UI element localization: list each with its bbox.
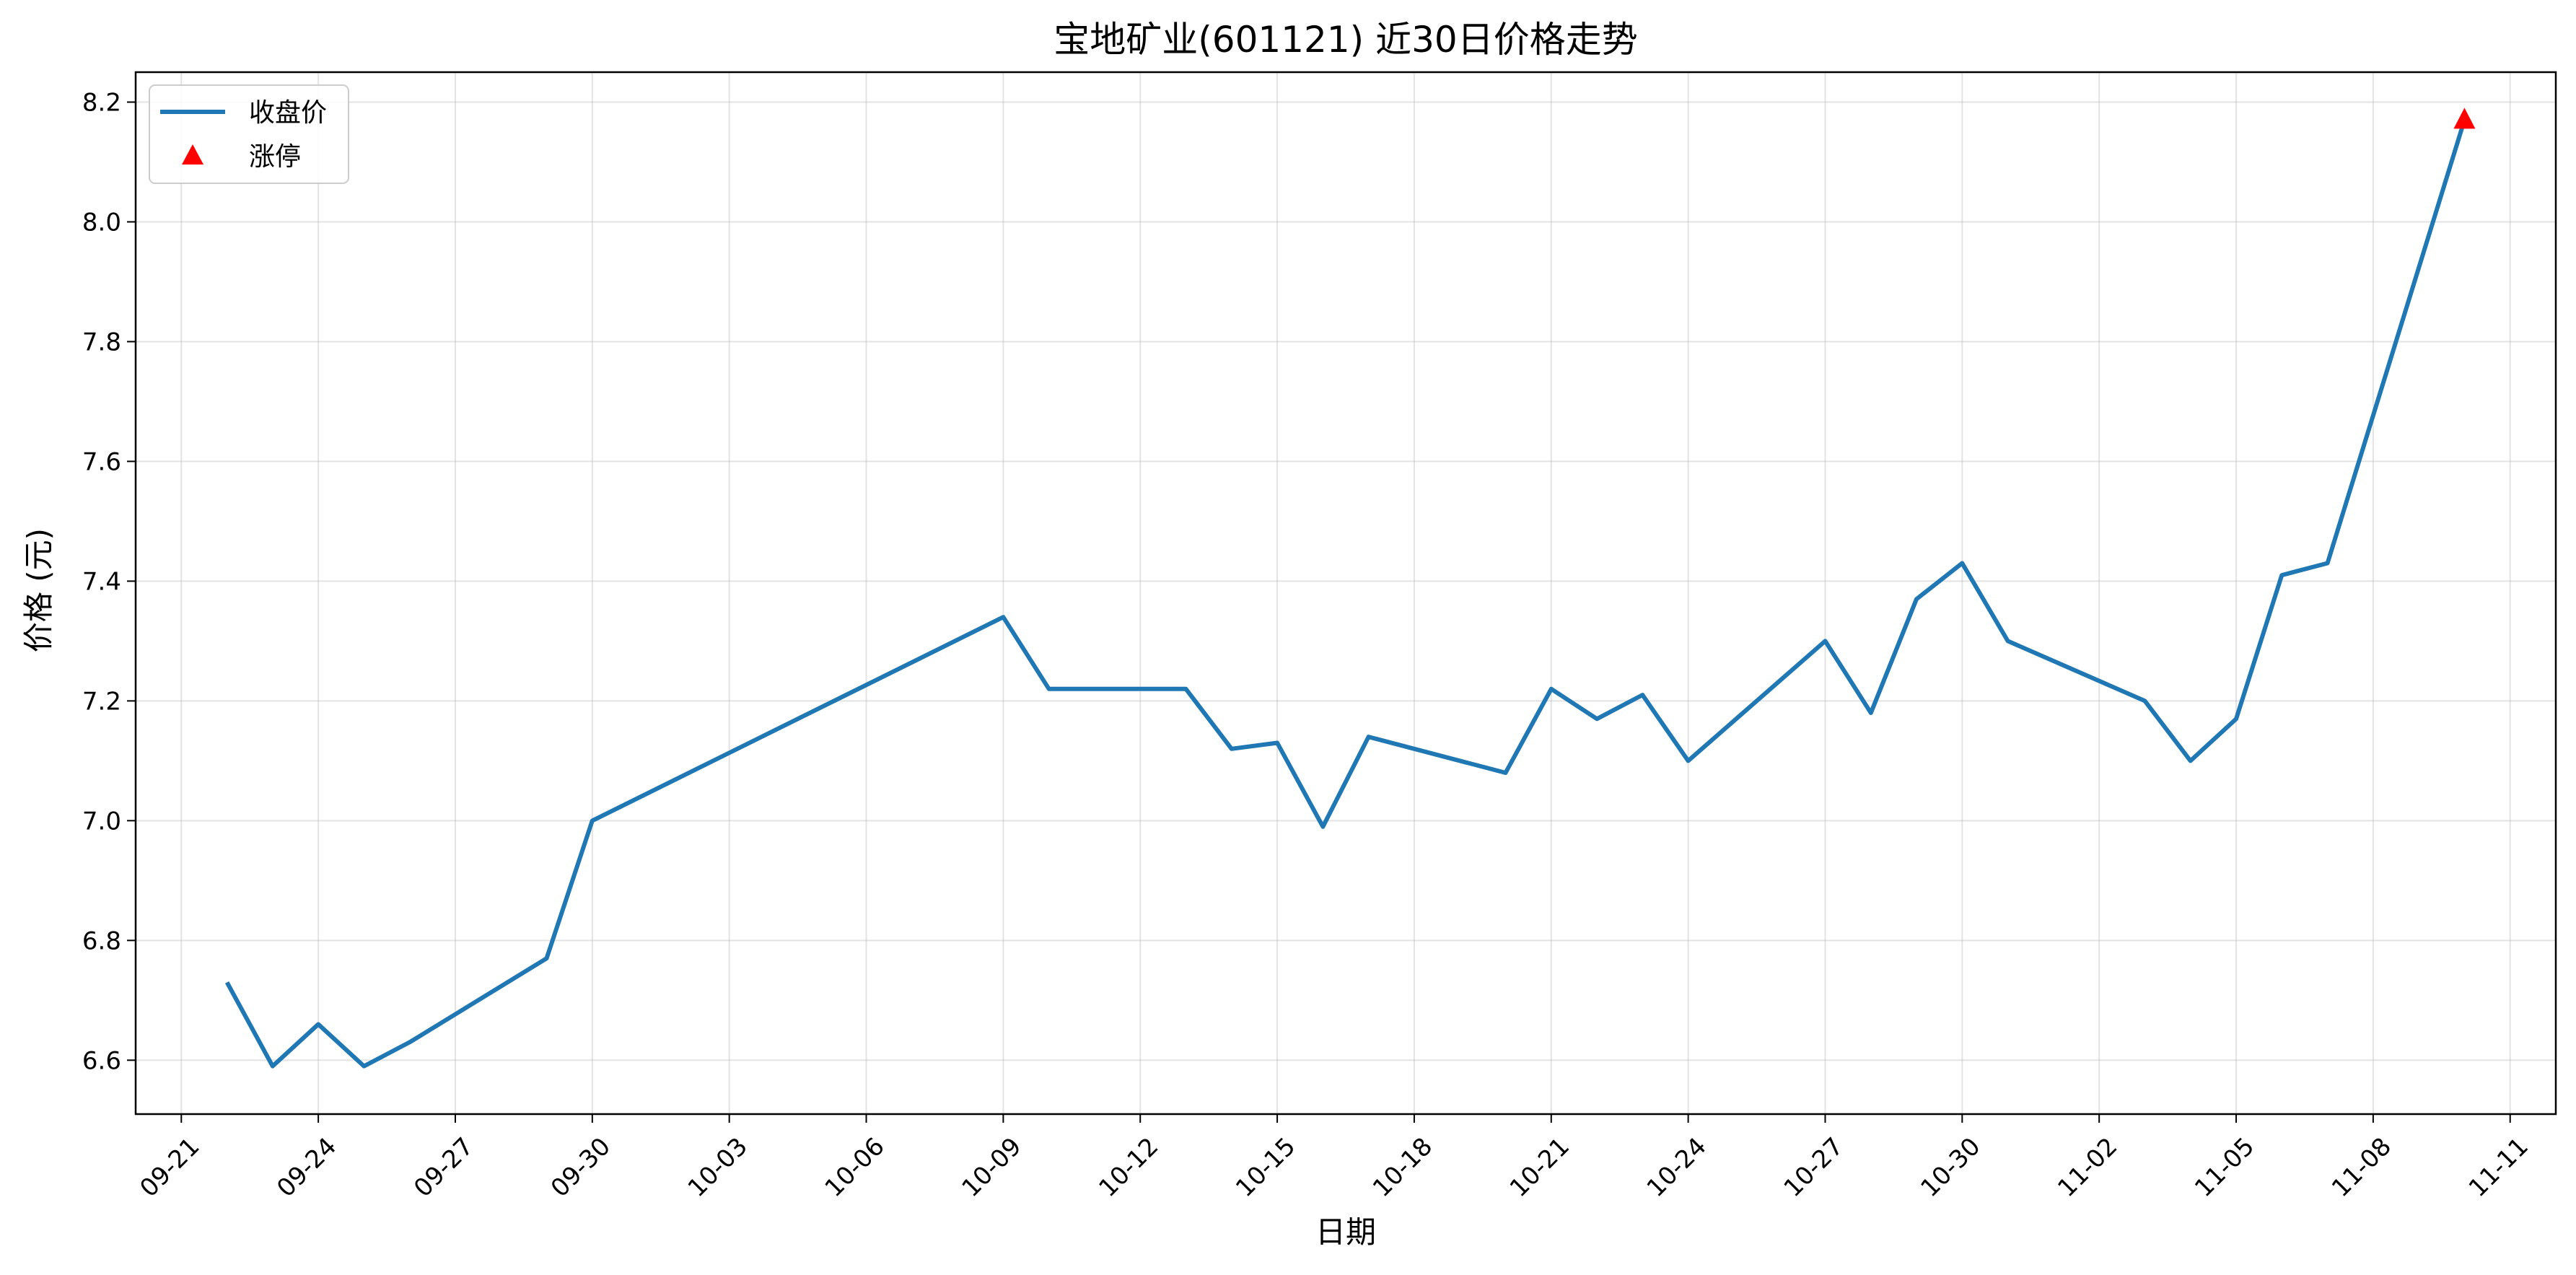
y-axis-title: 价格 (元) [21,528,56,652]
legend-label-close: 收盘价 [249,98,327,128]
chart-title: 宝地矿业(601121) 近30日价格走势 [1053,19,1637,61]
series-layer [224,108,2476,1069]
y-tick-label: 7.8 [82,328,121,356]
close-price-line [224,119,2467,1069]
y-tick-label: 7.0 [82,807,121,836]
x-axis-title: 日期 [1315,1214,1376,1250]
legend-limit-up-marker [182,144,203,165]
plot-frame [134,71,2557,1116]
legend-label-limit-up: 涨停 [249,142,301,172]
y-tick-label: 7.6 [82,447,121,476]
y-tick-label: 8.0 [82,208,121,237]
y-tick-label: 6.8 [82,926,121,955]
y-tick-label: 7.4 [82,567,121,596]
y-tick-label: 8.2 [82,88,121,117]
y-tick-label: 6.6 [82,1046,121,1075]
y-tick-label: 7.2 [82,687,121,716]
grid [136,72,2556,1114]
limit-up-marker [2453,108,2476,129]
legend: 收盘价 涨停 [149,84,349,184]
